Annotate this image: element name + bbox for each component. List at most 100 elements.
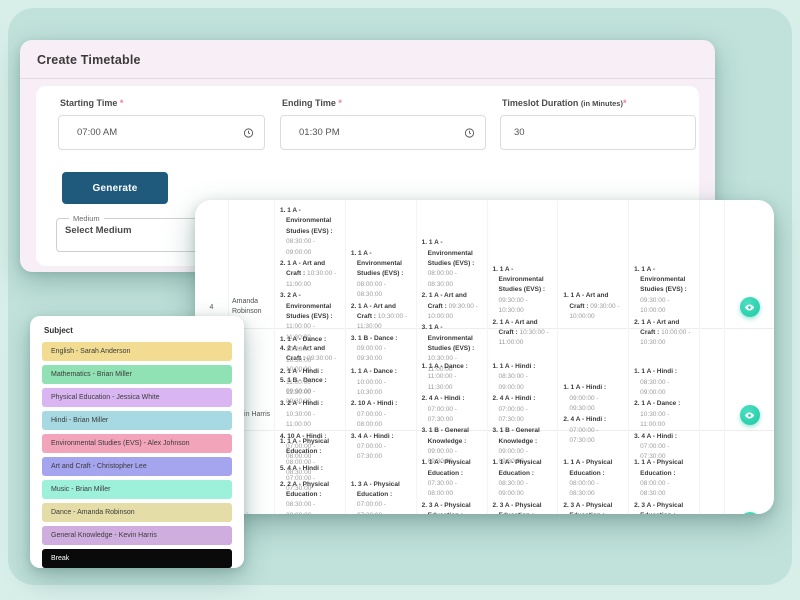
- timetable-entry: 1. 1 A - Environmental Studies (EVS) : 0…: [280, 207, 333, 256]
- starting-time-field-group: Starting Time *: [58, 98, 265, 150]
- subject-legend-item: Music - Brian Miller: [42, 480, 232, 499]
- timetable-day-cell: 1. 1 A - Physical Education : 08:00:00 -…: [275, 431, 346, 514]
- starting-time-label: Starting Time *: [60, 98, 124, 108]
- timetable-day-cell: 1. 1 A - Hindi : 08:30:00 - 09:00:00 2. 1…: [629, 329, 700, 502]
- subject-legend-item: Break: [42, 549, 232, 568]
- timetable-entry: 1. 1 A - Hindi : 09:00:00 - 09:30:00: [563, 384, 607, 413]
- eye-icon: [744, 304, 755, 311]
- subject-legend-item: Dance - Amanda Robinson: [42, 503, 232, 522]
- timetable-entry: 3. 4 A - Hindi : 07:00:00 - 07:30:00: [634, 432, 678, 461]
- timetable-day-cell: 1. 1 A - Art and Craft : 09:30:00 - 10:0…: [558, 200, 630, 415]
- subject-legend-title: Subject: [44, 326, 73, 335]
- timetable-day-cell: 1. 1 A - Physical Education : 07:30:00 -…: [417, 431, 488, 514]
- starting-time-input[interactable]: [59, 127, 264, 138]
- timetable-entry: 1. 1 A - Environmental Studies (EVS) : 0…: [492, 265, 546, 315]
- timetable-entry: 2. 4 A - Hindi : 07:00:00 - 07:30:00: [563, 416, 607, 445]
- timetable-entry: 1. 1 A - Environmental Studies (EVS) : 0…: [634, 265, 687, 315]
- timetable-entry: 1. 1 A - Hindi : 08:30:00 - 09:00:00: [634, 368, 678, 396]
- divider: [20, 78, 715, 79]
- timetable-row: Kevin Harris 1. 1 A - Dance : 10:00:00 - …: [195, 329, 774, 502]
- timetable-day-cell: 1. 1 A - Environmental Studies (EVS) : 0…: [417, 200, 488, 415]
- timeslot-duration-input-box[interactable]: [500, 115, 696, 150]
- timetable-entries: 1. 1 A - Environmental Studies (EVS) : 0…: [634, 265, 694, 350]
- timetable-entry: 2. 1 A - Art and Craft : 10:30:00 - 11:0…: [280, 259, 337, 288]
- timetable-row: 4 Amanda Robinson 1. 1 A - Environmental S…: [195, 200, 774, 415]
- timetable-entries: 1. 1 A - Environmental Studies (EVS) : 0…: [422, 238, 482, 376]
- timetable-entries: 1. 1 A - Physical Education : 07:30:00 -…: [422, 458, 482, 514]
- subject-legend-panel: Subject English - Sarah Anderson Mathemat…: [30, 316, 244, 568]
- timetable-entries: 1. 1 A - Physical Education : 08:30:00 -…: [493, 458, 553, 514]
- timetable-entry: 2. 1 A - Dance : 10:30:00 - 11:00:00: [634, 400, 681, 429]
- timetable-day-cell: 1. 1 A - Dance : 10:00:00 - 10:30:00 2. 1…: [275, 329, 346, 502]
- medium-selected-value: Select Medium: [65, 225, 132, 236]
- timetable-grid: 4 Amanda Robinson 1. 1 A - Environmental S…: [195, 200, 774, 514]
- timetable-panel: 4 Amanda Robinson 1. 1 A - Environmental S…: [195, 200, 774, 514]
- timetable-entries: 1. 1 A - Environmental Studies (EVS) : 0…: [351, 249, 411, 366]
- timetable-entry: 3. 4 A - Hindi : 07:00:00 - 07:30:00: [350, 432, 394, 461]
- timetable-day-cell: 1. 1 A - Dance : 11:00:00 - 11:30:00 2. 4…: [417, 329, 488, 502]
- timetable-day-cell: 1. 1 A - Hindi : 08:30:00 - 09:00:00 2. 4…: [488, 329, 559, 502]
- timetable-entry: 2. 1 A - Hindi : 11:00:00 - 11:30:00: [280, 368, 323, 396]
- view-timetable-button[interactable]: [739, 405, 760, 426]
- timetable-entries: 1. 1 A - Physical Education : 08:00:00 -…: [563, 458, 623, 514]
- generate-button[interactable]: Generate: [62, 172, 168, 204]
- timetable-entry: 4. 10 A - Hindi : 07:00:00 - 08:00:00: [280, 432, 327, 461]
- timetable-entry: 2. 1 A - Art and Craft : 10:00:00 - 10:3…: [634, 318, 691, 347]
- timetable-entry: 2. 1 A - Art and Craft : 09:30:00 - 10:0…: [421, 292, 478, 320]
- timetable-entry: 5. 1 B - Dance : 09:00:00 - 09:30:00: [280, 377, 327, 406]
- timetable-day-cell: 1. 1 A - Dance : 10:00:00 - 10:30:00 2. 1…: [346, 329, 417, 502]
- ending-time-label: Ending Time *: [282, 98, 342, 108]
- timetable-entries: 1. 1 A - Physical Education : 08:00:00 -…: [280, 437, 340, 514]
- starting-time-input-box[interactable]: [58, 115, 265, 150]
- timetable-entry: 2. 3 A - Physical Education : 07:00:00 -…: [492, 501, 542, 514]
- subject-legend-list: English - Sarah Anderson Mathematics - Br…: [42, 342, 232, 568]
- timetable-entry: 5. 4 A - Hindi : 07:00:00 - 07:30:00: [280, 464, 323, 493]
- timetable-day-cell: 1. 1 A - Environmental Studies (EVS) : 0…: [275, 200, 346, 415]
- timetable-entry: 2. 3 A - Physical Education : 07:00:00 -…: [563, 501, 613, 514]
- spacer-cell: [700, 431, 725, 514]
- clock-icon: [243, 127, 254, 138]
- view-timetable-button[interactable]: [739, 512, 760, 514]
- timetable-entry: 1. 1 A - Dance : 10:00:00 - 10:30:00: [350, 368, 397, 396]
- timetable-entry: 3. 1 A - Environmental Studies (EVS) : 1…: [421, 324, 475, 373]
- clock-icon: [464, 127, 475, 138]
- timetable-day-cell: 1. 1 A - Physical Education : 08:00:00 -…: [558, 431, 630, 514]
- teacher-name-cell: Kevin Harris: [229, 329, 275, 502]
- timetable-entry: 3. 2 A - Environmental Studies (EVS) : 1…: [280, 292, 333, 341]
- timetable-entry: 2. 2 A - Physical Education : 08:30:00 -…: [280, 480, 330, 514]
- timeslot-duration-input[interactable]: [501, 127, 695, 138]
- timetable-entries: 1. 1 A - Physical Education : 08:00:00 -…: [634, 458, 694, 514]
- timetable-entry: 1. 1 A - Physical Education : 08:00:00 -…: [280, 438, 330, 477]
- ending-time-field-group: Ending Time *: [280, 98, 486, 150]
- timetable-entries: 1. 1 A - Dance : 11:00:00 - 11:30:00 2. 4…: [422, 362, 482, 469]
- timetable-entry: 1. 3 A - Physical Education : 07:00:00 -…: [350, 480, 400, 514]
- ending-time-input[interactable]: [281, 127, 485, 138]
- timetable-entry: 2. 1 A - Art and Craft : 10:30:00 - 11:3…: [350, 302, 408, 331]
- timetable-entry: 1. 1 A - Dance : 11:00:00 - 11:30:00: [421, 362, 468, 391]
- subject-legend-item: General Knowledge - Kevin Harris: [42, 526, 232, 545]
- timetable-entries: 1. 1 A - Environmental Studies (EVS) : 0…: [493, 265, 553, 350]
- timetable-entry: 1. 1 A - Physical Education : 08:00:00 -…: [634, 459, 684, 498]
- subject-legend-item: Art and Craft - Christopher Lee: [42, 457, 232, 476]
- medium-select-row[interactable]: Select Medium: [65, 225, 203, 236]
- page-title: Create Timetable: [37, 53, 141, 67]
- timetable-entry: 1. 1 A - Art and Craft : 09:30:00 - 10:0…: [563, 292, 620, 320]
- timetable-entries: 1. 1 A - Environmental Studies (EVS) : 0…: [280, 206, 340, 408]
- spacer-cell: [700, 329, 725, 502]
- ending-time-input-box[interactable]: [280, 115, 486, 150]
- timetable-entry: 2. 1 A - Art and Craft : 10:30:00 - 11:0…: [492, 318, 549, 347]
- timetable-entry: 2. 4 A - Hindi : 07:00:00 - 07:30:00: [421, 395, 465, 423]
- timetable-entries: 1. 3 A - Physical Education : 07:00:00 -…: [351, 480, 411, 514]
- timetable-entry: 2. 10 A - Hindi : 07:00:00 - 08:00:00: [350, 400, 398, 429]
- timetable-entries: 1. 1 A - Hindi : 08:30:00 - 09:00:00 2. 1…: [634, 367, 694, 464]
- subject-legend-item: Hindi - Brian Miller: [42, 411, 232, 430]
- timetable-day-cell: 1. 1 A - Environmental Studies (EVS) : 0…: [346, 200, 417, 415]
- timetable-row: Jessica White1. 1 A - Physical Education…: [195, 431, 774, 514]
- spacer-cell: [700, 200, 725, 415]
- view-timetable-button[interactable]: [739, 297, 760, 318]
- timetable-day-cell: 1. 1 A - Physical Education : 08:00:00 -…: [629, 431, 700, 514]
- medium-select[interactable]: Medium Select Medium: [56, 214, 212, 252]
- timetable-day-cell: 1. 1 A - Physical Education : 08:30:00 -…: [488, 431, 559, 514]
- timetable-entry: 1. 1 A - Hindi : 08:30:00 - 09:00:00: [492, 362, 536, 391]
- timetable-entry: 1. 1 A - Physical Education : 08:00:00 -…: [563, 459, 613, 498]
